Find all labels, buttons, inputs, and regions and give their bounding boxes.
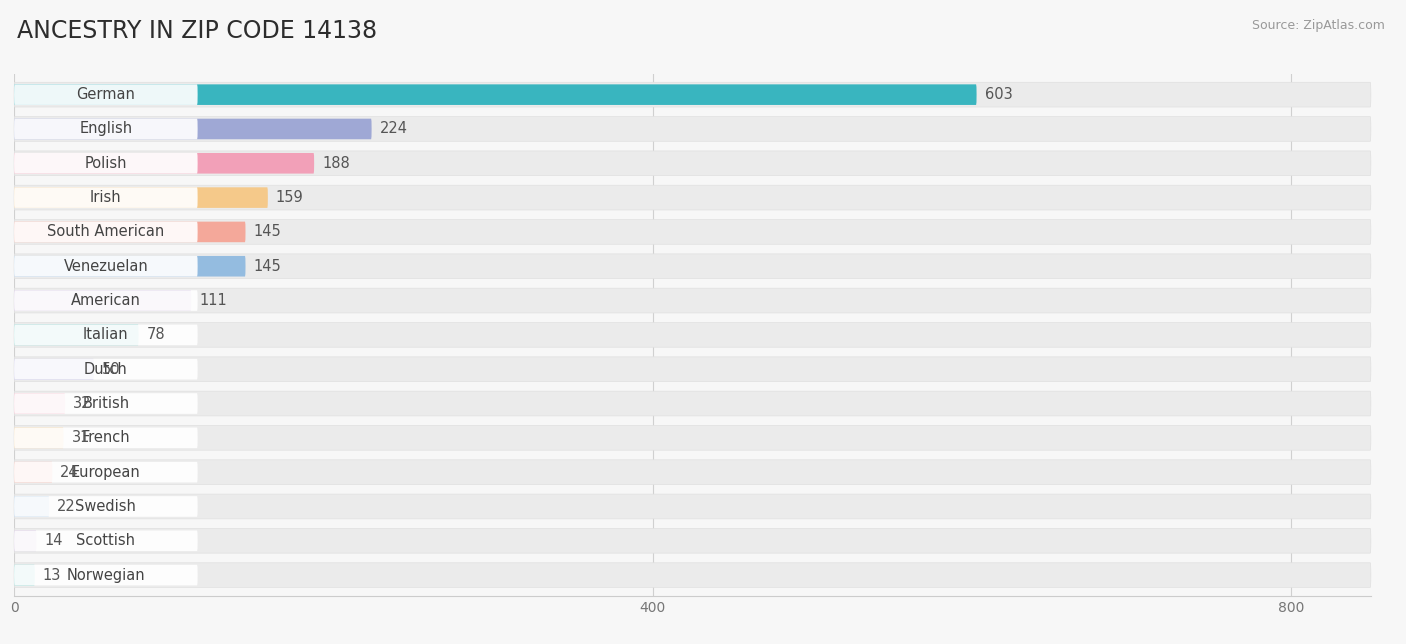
FancyBboxPatch shape (14, 289, 1371, 313)
Text: American: American (70, 293, 141, 308)
Text: Source: ZipAtlas.com: Source: ZipAtlas.com (1251, 19, 1385, 32)
Text: 224: 224 (380, 122, 408, 137)
Text: 188: 188 (322, 156, 350, 171)
FancyBboxPatch shape (14, 323, 1371, 347)
Text: 145: 145 (253, 259, 281, 274)
FancyBboxPatch shape (14, 151, 1371, 176)
Text: 31: 31 (72, 430, 90, 446)
FancyBboxPatch shape (14, 153, 198, 174)
FancyBboxPatch shape (14, 256, 246, 276)
FancyBboxPatch shape (14, 496, 49, 516)
Text: Scottish: Scottish (76, 533, 135, 548)
FancyBboxPatch shape (14, 393, 65, 414)
FancyBboxPatch shape (14, 222, 198, 242)
Text: Swedish: Swedish (76, 499, 136, 514)
FancyBboxPatch shape (14, 462, 198, 482)
FancyBboxPatch shape (14, 531, 198, 551)
Text: Dutch: Dutch (84, 362, 128, 377)
FancyBboxPatch shape (14, 391, 1371, 416)
FancyBboxPatch shape (14, 565, 198, 585)
FancyBboxPatch shape (14, 565, 35, 585)
FancyBboxPatch shape (14, 325, 198, 345)
FancyBboxPatch shape (14, 254, 1371, 279)
FancyBboxPatch shape (14, 428, 63, 448)
FancyBboxPatch shape (14, 84, 977, 105)
Text: 24: 24 (60, 465, 79, 480)
Text: 603: 603 (984, 87, 1012, 102)
FancyBboxPatch shape (14, 563, 1371, 587)
Text: British: British (83, 396, 129, 411)
Text: French: French (82, 430, 131, 446)
Text: Polish: Polish (84, 156, 127, 171)
FancyBboxPatch shape (14, 531, 37, 551)
Text: 22: 22 (58, 499, 76, 514)
FancyBboxPatch shape (14, 359, 198, 379)
FancyBboxPatch shape (14, 187, 269, 208)
Text: Italian: Italian (83, 327, 129, 343)
FancyBboxPatch shape (14, 359, 94, 379)
FancyBboxPatch shape (14, 84, 198, 105)
FancyBboxPatch shape (14, 222, 246, 242)
FancyBboxPatch shape (14, 118, 371, 139)
FancyBboxPatch shape (14, 462, 52, 482)
Text: 145: 145 (253, 224, 281, 240)
Text: 13: 13 (42, 567, 62, 583)
Text: 50: 50 (101, 362, 121, 377)
FancyBboxPatch shape (14, 290, 198, 311)
FancyBboxPatch shape (14, 290, 191, 311)
FancyBboxPatch shape (14, 393, 198, 414)
FancyBboxPatch shape (14, 460, 1371, 484)
Text: 32: 32 (73, 396, 91, 411)
Text: 111: 111 (200, 293, 226, 308)
FancyBboxPatch shape (14, 494, 1371, 519)
FancyBboxPatch shape (14, 220, 1371, 244)
FancyBboxPatch shape (14, 187, 198, 208)
FancyBboxPatch shape (14, 117, 1371, 141)
Text: English: English (79, 122, 132, 137)
FancyBboxPatch shape (14, 153, 314, 174)
Text: Irish: Irish (90, 190, 122, 205)
Text: European: European (70, 465, 141, 480)
Text: 78: 78 (146, 327, 165, 343)
Text: 159: 159 (276, 190, 304, 205)
FancyBboxPatch shape (14, 426, 1371, 450)
Text: German: German (76, 87, 135, 102)
FancyBboxPatch shape (14, 118, 198, 139)
Text: Norwegian: Norwegian (66, 567, 145, 583)
FancyBboxPatch shape (14, 529, 1371, 553)
FancyBboxPatch shape (14, 256, 198, 276)
FancyBboxPatch shape (14, 357, 1371, 381)
Text: South American: South American (48, 224, 165, 240)
FancyBboxPatch shape (14, 428, 198, 448)
FancyBboxPatch shape (14, 496, 198, 516)
Text: 14: 14 (45, 533, 63, 548)
Text: ANCESTRY IN ZIP CODE 14138: ANCESTRY IN ZIP CODE 14138 (17, 19, 377, 43)
FancyBboxPatch shape (14, 325, 139, 345)
FancyBboxPatch shape (14, 82, 1371, 107)
FancyBboxPatch shape (14, 185, 1371, 210)
Text: Venezuelan: Venezuelan (63, 259, 148, 274)
